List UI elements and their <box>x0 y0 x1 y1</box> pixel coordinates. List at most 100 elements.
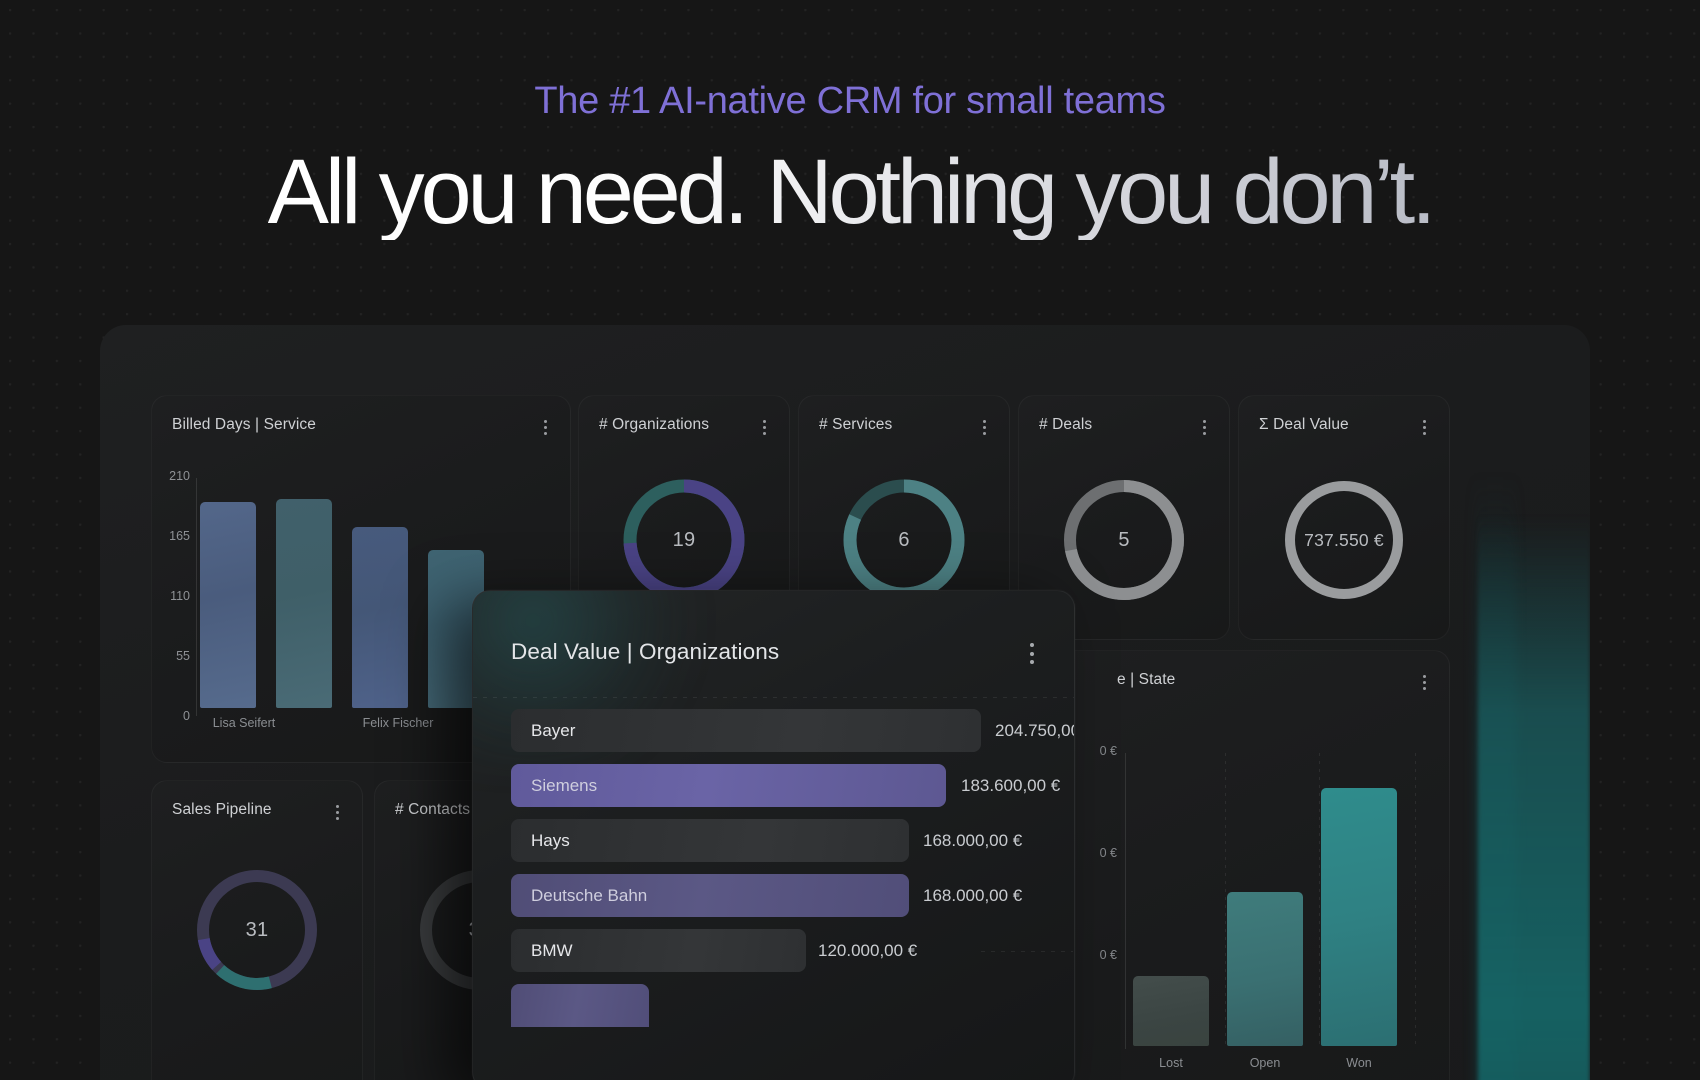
donut-svg <box>1064 480 1184 600</box>
list-item[interactable]: Hays 168.000,00 € <box>473 819 1074 862</box>
list-item[interactable]: Bayer 204.750,00 € <box>473 709 1074 752</box>
donut-svg <box>1285 481 1403 599</box>
bar-label: Bayer <box>531 720 576 740</box>
gridline <box>1319 753 1320 1049</box>
y-tick: 0 € <box>1099 846 1117 860</box>
card-header: # Services <box>799 396 1009 436</box>
donut-chart[interactable]: 31 <box>193 866 321 994</box>
bar[interactable] <box>511 709 981 752</box>
bar[interactable] <box>511 929 806 972</box>
card-header: Deal Value | Organizations <box>473 591 1074 665</box>
horizontal-bar-list: Bayer 204.750,00 € Siemens 183.600,00 € … <box>473 709 1074 1039</box>
card-title: Sales Pipeline <box>172 801 272 818</box>
donut-svg <box>197 870 317 990</box>
card-header: # Deals <box>1019 396 1229 436</box>
card-title: # Contacts <box>395 801 471 818</box>
bar-plot-area <box>198 482 520 708</box>
bar[interactable] <box>511 819 909 862</box>
card-deal-value-sum[interactable]: Σ Deal Value 737.550 € <box>1238 395 1450 640</box>
bar[interactable] <box>352 527 408 708</box>
card-header: # Organizations <box>579 396 789 436</box>
y-axis-ticks: 0 € 0 € 0 € <box>1019 744 1125 1051</box>
donut-chart[interactable]: 5 <box>1060 476 1188 604</box>
x-tick-label: Lost <box>1159 1056 1183 1070</box>
bar-label: Deutsche Bahn <box>531 885 648 905</box>
y-axis-line <box>196 478 197 716</box>
list-item[interactable]: Deutsche Bahn 168.000,00 € <box>473 874 1074 917</box>
more-options-icon[interactable] <box>1413 416 1429 436</box>
bar[interactable] <box>1227 892 1303 1046</box>
bar[interactable] <box>1321 787 1397 1046</box>
bar-value: 120.000,00 € <box>818 940 918 960</box>
bar[interactable] <box>511 764 946 807</box>
y-axis-ticks: 210 165 110 55 0 <box>152 469 198 723</box>
bar-plot-area <box>1131 756 1421 1046</box>
donut-chart-wrap: 19 <box>579 476 789 604</box>
kpi-value: 737.550 € <box>1304 529 1384 550</box>
card-title: # Deals <box>1039 416 1093 433</box>
y-tick: 0 <box>183 709 190 723</box>
donut-chart-wrap: 6 <box>799 476 1009 604</box>
deal-value-organizations-card[interactable]: Deal Value | Organizations Bayer 204.750… <box>472 590 1075 1080</box>
more-options-icon[interactable] <box>1030 639 1034 665</box>
donut-chart[interactable]: 6 <box>840 476 968 604</box>
card-title: # Organizations <box>599 416 710 433</box>
list-item[interactable] <box>473 984 1074 1027</box>
list-item[interactable]: BMW 120.000,00 € <box>473 929 1074 972</box>
gridline <box>1415 753 1416 1049</box>
x-tick-label: Open <box>1249 1056 1281 1070</box>
card-title: Σ Deal Value <box>1259 416 1349 433</box>
bar-value: 183.600,00 € <box>961 775 1061 795</box>
card-title: Billed Days | Service <box>172 416 316 433</box>
bar-value: 204.750,00 € <box>995 720 1075 740</box>
bar-value: 168.000,00 € <box>923 830 1023 850</box>
x-tick-label: Won <box>1346 1056 1372 1070</box>
more-options-icon[interactable] <box>753 416 769 436</box>
donut-chart-wrap: 737.550 € <box>1239 476 1449 604</box>
y-axis-line <box>1125 753 1126 1049</box>
shell-glow-edge <box>1478 515 1590 1080</box>
card-deal-value-state[interactable]: e | State 0 € 0 € 0 € Lost Open Won <box>1018 650 1450 1080</box>
more-options-icon[interactable] <box>1413 671 1429 691</box>
list-item[interactable]: Siemens 183.600,00 € <box>473 764 1074 807</box>
bar-label: Hays <box>531 830 570 850</box>
donut-chart[interactable]: 737.550 € <box>1280 476 1408 604</box>
y-tick: 210 <box>169 469 190 483</box>
card-title: Deal Value | Organizations <box>511 639 780 664</box>
donut-chart-wrap: 5 <box>1019 476 1229 604</box>
y-tick: 0 € <box>1099 948 1117 962</box>
divider <box>473 697 1074 698</box>
bar-label: Siemens <box>531 775 598 795</box>
bar-value: 168.000,00 € <box>923 885 1023 905</box>
donut-chart[interactable]: 19 <box>620 476 748 604</box>
bar[interactable] <box>200 502 256 708</box>
kpi-value: 6 <box>898 528 910 551</box>
card-header: e | State <box>1019 651 1449 691</box>
more-options-icon[interactable] <box>534 416 550 436</box>
kpi-value: 31 <box>245 918 269 941</box>
y-tick: 110 <box>170 589 190 603</box>
gridline <box>981 950 1073 952</box>
more-options-icon[interactable] <box>1193 416 1209 436</box>
kpi-value: 5 <box>1118 528 1130 551</box>
kpi-value: 19 <box>672 528 696 551</box>
card-header: Billed Days | Service <box>152 396 570 436</box>
bar[interactable] <box>511 874 909 917</box>
y-tick: 165 <box>169 529 190 543</box>
bar[interactable] <box>276 498 332 708</box>
hero-section: The #1 AI-native CRM for small teams All… <box>0 0 1700 240</box>
hero-eyebrow: The #1 AI-native CRM for small teams <box>534 80 1166 122</box>
card-title: # Services <box>819 416 893 433</box>
card-sales-pipeline[interactable]: Sales Pipeline 31 <box>151 780 363 1080</box>
more-options-icon[interactable] <box>326 801 342 821</box>
card-header: Sales Pipeline <box>152 781 362 821</box>
donut-chart-wrap: 31 <box>152 866 362 994</box>
bar[interactable] <box>1133 976 1209 1046</box>
card-header: Σ Deal Value <box>1239 396 1449 436</box>
more-options-icon[interactable] <box>973 416 989 436</box>
gridline <box>1225 753 1226 1049</box>
bar[interactable] <box>511 984 649 1027</box>
y-tick: 55 <box>176 649 190 663</box>
x-tick-label: Lisa Seifert <box>212 716 276 730</box>
